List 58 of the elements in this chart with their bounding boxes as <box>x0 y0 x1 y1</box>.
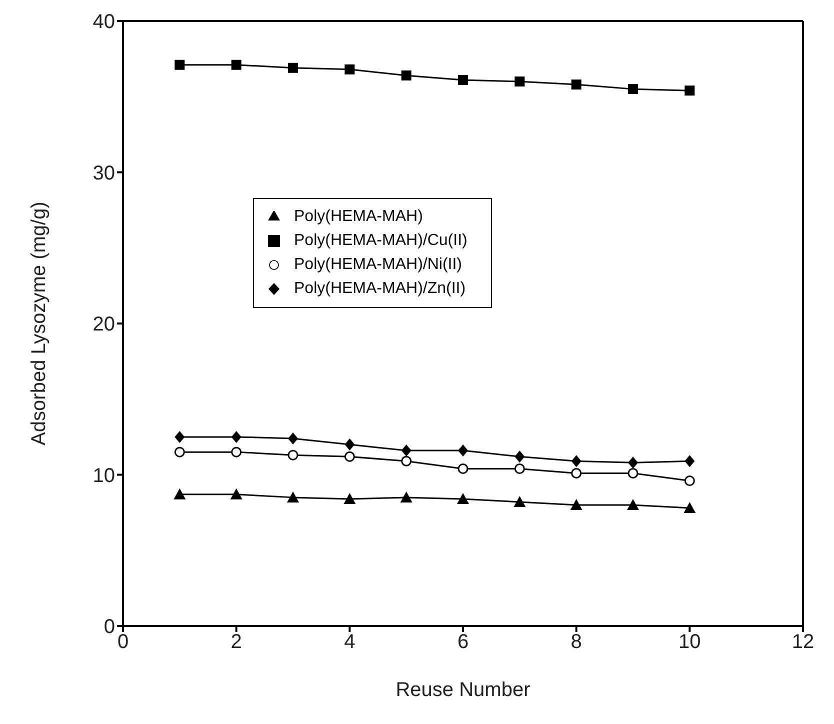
y-tick-label: 20 <box>92 314 115 336</box>
point <box>344 438 355 450</box>
legend-label: Poly(HEMA-MAH)/Ni(II) <box>294 256 462 273</box>
point <box>344 64 355 74</box>
x-tick-label: 8 <box>570 631 582 654</box>
point <box>570 499 582 510</box>
point <box>684 476 695 486</box>
point <box>458 463 468 474</box>
x-tick-label: 4 <box>344 631 356 654</box>
y-tick-label: 10 <box>92 464 115 487</box>
point <box>571 455 582 468</box>
point <box>684 455 695 468</box>
point <box>288 450 298 460</box>
point <box>628 468 638 478</box>
point <box>514 450 525 463</box>
legend-label: Poly(HEMA-MAH) <box>294 208 423 225</box>
point <box>514 496 526 507</box>
point <box>514 76 525 86</box>
point <box>571 80 582 90</box>
point <box>231 60 242 70</box>
point <box>344 492 356 504</box>
point <box>174 488 186 500</box>
point <box>401 70 412 80</box>
x-tick-label: 12 <box>792 631 814 654</box>
x-tick-label: 2 <box>230 631 242 654</box>
point <box>400 491 412 502</box>
y-tick-label: 40 <box>92 11 115 34</box>
point <box>514 463 525 474</box>
point <box>401 444 412 457</box>
legend-label: Poly(HEMA-MAH)/Zn(II) <box>294 280 466 297</box>
point <box>684 86 695 96</box>
point <box>458 74 468 85</box>
y-tick-label: 30 <box>92 162 115 184</box>
point <box>287 491 299 502</box>
y-tick-label: 0 <box>104 616 115 638</box>
point <box>174 430 185 443</box>
point <box>628 456 638 469</box>
x-tick-label: 6 <box>457 631 469 654</box>
point <box>174 60 185 70</box>
point <box>457 492 469 504</box>
point <box>684 502 696 514</box>
x-axis-title: Reuse Number <box>396 679 531 701</box>
x-tick-label: 10 <box>678 631 701 654</box>
point <box>401 456 412 466</box>
y-axis-title: Adsorbed Lysozyme (mg/g) <box>28 202 50 446</box>
point <box>230 488 242 500</box>
point <box>628 84 638 94</box>
point <box>231 446 242 458</box>
point <box>174 446 185 458</box>
x-tick-label: 0 <box>117 631 129 654</box>
point <box>458 444 468 457</box>
point <box>571 468 582 478</box>
legend-label: Poly(HEMA-MAH)/Cu(II) <box>294 232 468 249</box>
point <box>288 62 298 73</box>
point <box>627 499 639 510</box>
point <box>231 430 242 443</box>
point <box>344 451 355 462</box>
point <box>288 432 298 444</box>
